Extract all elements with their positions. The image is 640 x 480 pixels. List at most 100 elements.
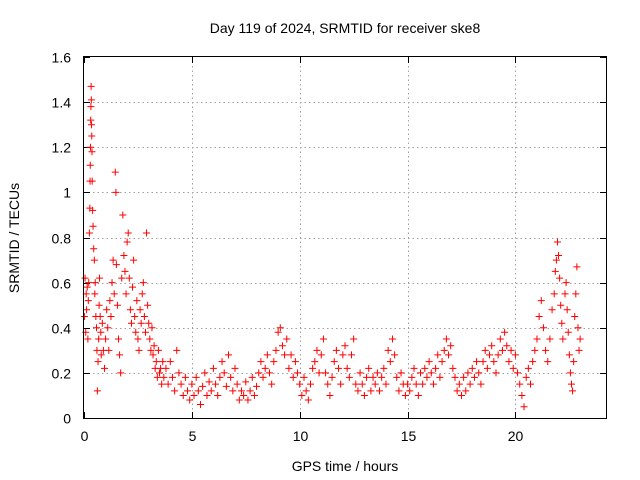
- data-point: [516, 380, 524, 388]
- data-point: [457, 391, 465, 399]
- data-point: [473, 358, 481, 366]
- data-point: [406, 387, 414, 395]
- data-point: [89, 206, 97, 214]
- data-point: [298, 391, 306, 399]
- x-tick-label: 5: [189, 428, 197, 444]
- data-point: [311, 358, 319, 366]
- data-point: [127, 319, 135, 327]
- data-point: [520, 403, 528, 411]
- data-point: [158, 380, 166, 388]
- data-point: [289, 373, 297, 381]
- data-point: [181, 373, 189, 381]
- data-point: [378, 373, 386, 381]
- data-point: [203, 391, 211, 399]
- data-point: [575, 346, 583, 354]
- data-point: [386, 358, 394, 366]
- data-point: [573, 263, 581, 271]
- data-point: [98, 319, 106, 327]
- data-point: [233, 380, 241, 388]
- data-point: [97, 328, 105, 336]
- data-point: [475, 369, 483, 377]
- data-point: [563, 306, 571, 314]
- data-point: [341, 342, 349, 350]
- data-point: [96, 274, 104, 282]
- data-point: [135, 346, 143, 354]
- data-point: [330, 358, 338, 366]
- data-point: [313, 346, 321, 354]
- data-point: [427, 369, 435, 377]
- data-point: [266, 369, 274, 377]
- data-point: [248, 373, 256, 381]
- data-point: [95, 335, 103, 343]
- data-point: [567, 380, 575, 388]
- data-point: [276, 324, 284, 332]
- data-point: [270, 358, 278, 366]
- data-point: [546, 335, 554, 343]
- data-point: [442, 335, 450, 343]
- data-point: [440, 346, 448, 354]
- data-point: [294, 369, 302, 377]
- data-point: [401, 391, 409, 399]
- data-point: [225, 351, 233, 359]
- x-tick-label: 15: [401, 428, 417, 444]
- data-point: [363, 373, 371, 381]
- data-point: [131, 312, 139, 320]
- data-point: [412, 380, 420, 388]
- chart-title: Day 119 of 2024, SRMTID for receiver ske…: [210, 20, 481, 36]
- data-point: [468, 364, 476, 372]
- data-point: [132, 328, 140, 336]
- data-point: [86, 143, 94, 151]
- data-point: [227, 373, 235, 381]
- data-point: [212, 380, 220, 388]
- data-point: [110, 290, 118, 298]
- data-point: [209, 364, 217, 372]
- data-point: [388, 335, 396, 343]
- data-point: [335, 364, 343, 372]
- data-point: [139, 279, 147, 287]
- data-point: [358, 380, 366, 388]
- data-point: [90, 256, 98, 264]
- data-point: [125, 274, 133, 282]
- data-point: [177, 380, 185, 388]
- data-point: [432, 364, 440, 372]
- data-point: [134, 335, 142, 343]
- data-point: [268, 380, 276, 388]
- data-point: [90, 245, 98, 253]
- data-point: [486, 351, 494, 359]
- data-point: [326, 391, 334, 399]
- data-point: [105, 346, 113, 354]
- data-point: [419, 380, 427, 388]
- data-point: [572, 290, 580, 298]
- data-point: [166, 358, 174, 366]
- data-point: [253, 382, 261, 390]
- data-point: [84, 335, 92, 343]
- data-point: [93, 324, 101, 332]
- data-point: [278, 342, 286, 350]
- data-point: [332, 346, 340, 354]
- data-point: [179, 391, 187, 399]
- data-point: [464, 369, 472, 377]
- data-point: [527, 380, 535, 388]
- y-tick-label: 0: [63, 411, 71, 427]
- data-point: [119, 211, 127, 219]
- data-point: [393, 373, 401, 381]
- y-tick-label: 1: [63, 185, 71, 201]
- data-point: [88, 132, 96, 140]
- data-point: [438, 358, 446, 366]
- data-point: [451, 373, 459, 381]
- data-point: [143, 229, 151, 237]
- data-point: [410, 364, 418, 372]
- data-point: [188, 380, 196, 388]
- data-point: [337, 380, 345, 388]
- data-point: [201, 369, 209, 377]
- data-point: [186, 396, 194, 404]
- x-tick-label: 0: [81, 428, 89, 444]
- data-point: [121, 267, 129, 275]
- data-point: [347, 351, 355, 359]
- data-point: [505, 358, 513, 366]
- x-tick-label: 20: [508, 428, 524, 444]
- data-point: [91, 279, 99, 287]
- data-point: [404, 380, 412, 388]
- data-point: [231, 364, 239, 372]
- data-point: [80, 312, 88, 320]
